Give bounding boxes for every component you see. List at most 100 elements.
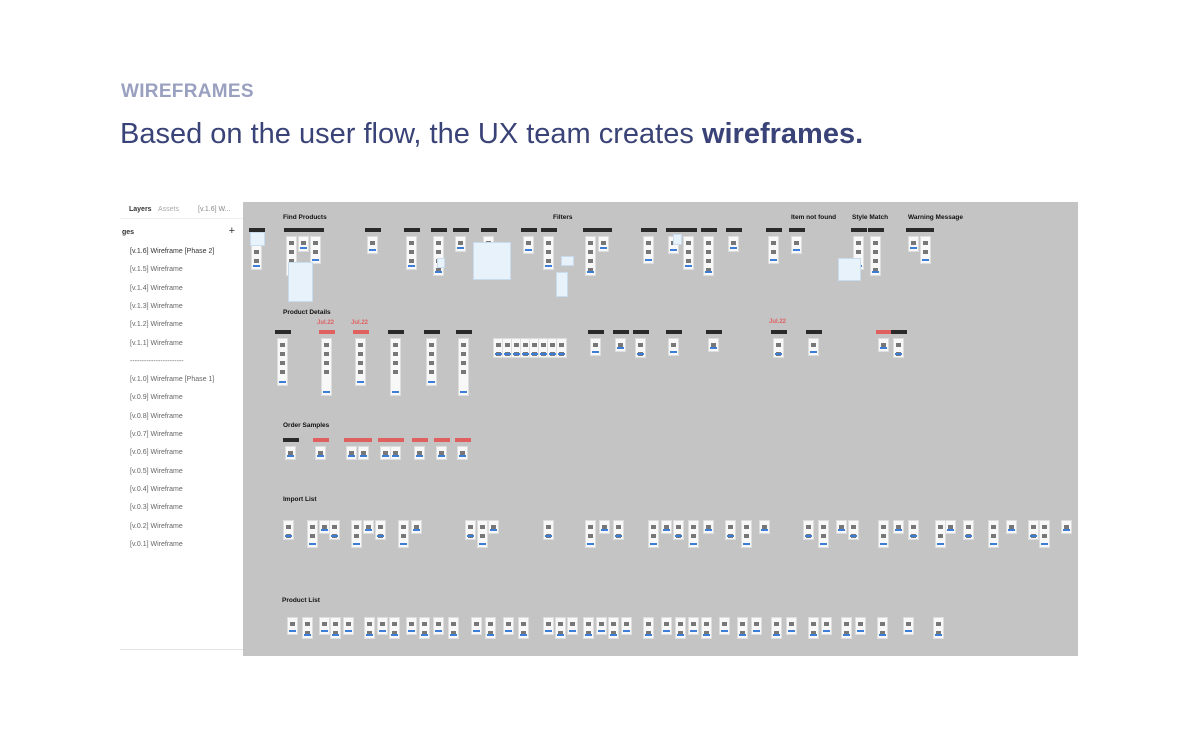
frame-tag [766, 228, 782, 232]
frame-tag [412, 438, 428, 442]
page-item[interactable]: [v.1.6] Wireframe [Phase 2] [130, 248, 215, 255]
frame-tag [453, 228, 469, 232]
wireframe-thumbnail [893, 520, 904, 534]
frame-tag [891, 330, 907, 334]
wireframe-thumbnail [878, 338, 889, 352]
sticky-note [473, 242, 511, 280]
wireframe-thumbnail [398, 520, 409, 548]
wireframe-thumbnail [773, 338, 784, 358]
frame-tag [851, 228, 867, 232]
frame-tag [613, 330, 629, 334]
date-badge: Jul.22 [769, 319, 787, 325]
page-item[interactable]: [v.1.1] Wireframe [130, 339, 183, 347]
date-badge: Jul.22 [351, 320, 369, 326]
wireframe-thumbnail [673, 520, 684, 540]
wireframe-thumbnail [737, 617, 748, 639]
wireframe-thumbnail [1039, 520, 1050, 548]
section-label: Warning Message [908, 214, 964, 221]
page-item[interactable]: [v.1.4] Wireframe [130, 284, 183, 292]
tab-layers[interactable]: Layers [129, 206, 152, 213]
wireframe-thumbnail [598, 236, 609, 252]
design-canvas[interactable]: Find Products Filters Item not found Style … [243, 202, 1078, 656]
wireframe-thumbnail [426, 338, 437, 386]
wireframe-thumbnail [903, 617, 914, 635]
frame-tag [681, 228, 697, 232]
wireframe-thumbnail [390, 446, 401, 460]
wireframe-thumbnail [351, 520, 362, 548]
wireframe-thumbnail [315, 446, 326, 460]
frame-tag [771, 330, 787, 334]
wireframe-thumbnail [596, 617, 607, 635]
page-item[interactable]: [v.0.1] Wireframe [130, 540, 183, 548]
page-item[interactable]: [v.1.3] Wireframe [130, 302, 183, 310]
page-item[interactable]: [v.0.6] Wireframe [130, 449, 183, 457]
page-item[interactable]: [v.1.5] Wireframe [130, 266, 183, 274]
headline-bold: wireframes. [701, 118, 864, 150]
wireframe-thumbnail [355, 338, 366, 386]
frame-tag [388, 438, 404, 442]
wireframe-thumbnail [613, 520, 624, 540]
wireframe-thumbnail [703, 236, 714, 276]
tab-assets[interactable]: Assets [158, 206, 180, 213]
headline-text: Based on the user flow, the UX team crea… [120, 118, 702, 150]
wireframe-thumbnail [933, 617, 944, 639]
wireframe-thumbnail [988, 520, 999, 548]
wireframe-thumbnail [768, 236, 779, 264]
frame-tag [633, 330, 649, 334]
wireframe-thumbnail [585, 520, 596, 548]
frame-tag [701, 228, 717, 232]
page-item[interactable]: [v.1.2] Wireframe [130, 321, 183, 329]
frame-tag [296, 228, 312, 232]
sticky-note [556, 272, 568, 297]
wireframe-thumbnail [285, 446, 296, 460]
sidebar-tabs: Layers Assets [v.1.6] W... [120, 202, 243, 219]
wireframe-thumbnail [908, 520, 919, 540]
wireframe-thumbnail [436, 446, 447, 460]
frame-tag [868, 228, 884, 232]
wireframe-thumbnail [567, 617, 578, 635]
page-item[interactable]: [v.0.7] Wireframe [130, 431, 183, 438]
date-badge: Jul.22 [317, 320, 335, 326]
page-selector[interactable]: [v.1.6] W... [198, 206, 231, 213]
wireframe-thumbnail [615, 338, 626, 352]
section-label: Item not found [791, 214, 837, 221]
wireframe-thumbnail [741, 520, 752, 548]
frame-tag [726, 228, 742, 232]
wireframe-thumbnail [411, 520, 422, 534]
frame-tag [275, 330, 291, 334]
wireframe-thumbnail [608, 617, 619, 639]
sticky-note [673, 234, 682, 245]
frame-tag [906, 228, 922, 232]
wireframe-thumbnail [818, 520, 829, 548]
frame-tag [249, 228, 265, 232]
wireframe-thumbnail [803, 520, 814, 540]
headline: Based on the user flow, the UX team crea… [120, 118, 863, 151]
wireframe-thumbnail [703, 520, 714, 534]
page-item[interactable]: [v.0.4] Wireframe [130, 485, 183, 493]
wireframe-thumbnail [307, 520, 318, 548]
page-item[interactable]: [v.0.2] Wireframe [130, 522, 183, 530]
page-item[interactable]: [v.0.8] Wireframe [130, 412, 183, 420]
page-item[interactable]: [v.0.3] Wireframe [130, 504, 183, 512]
page-item[interactable]: [v.1.0] Wireframe [Phase 1] [130, 376, 215, 384]
frame-tag [588, 330, 604, 334]
wireframe-thumbnail [503, 617, 514, 635]
wireframe-thumbnail [455, 236, 466, 252]
frame-tag [596, 228, 612, 232]
frame-tag [365, 228, 381, 232]
wireframe-thumbnail [668, 338, 679, 356]
wireframe-thumbnail [870, 236, 881, 276]
section-label: Product Details [283, 309, 331, 316]
wireframe-thumbnail [465, 520, 476, 540]
plus-icon[interactable]: + [228, 225, 235, 237]
page-item[interactable]: [v.0.9] Wireframe [130, 394, 183, 402]
wireframe-thumbnail [945, 520, 956, 534]
wireframe-thumbnail [390, 338, 401, 396]
frame-tag [918, 228, 934, 232]
frame-tag [876, 330, 892, 334]
page-item[interactable]: [v.0.5] Wireframe [130, 467, 183, 475]
wireframe-thumbnail [821, 617, 832, 635]
frame-tag [666, 330, 682, 334]
frame-tag [356, 438, 372, 442]
section-label: Product List [282, 597, 320, 604]
